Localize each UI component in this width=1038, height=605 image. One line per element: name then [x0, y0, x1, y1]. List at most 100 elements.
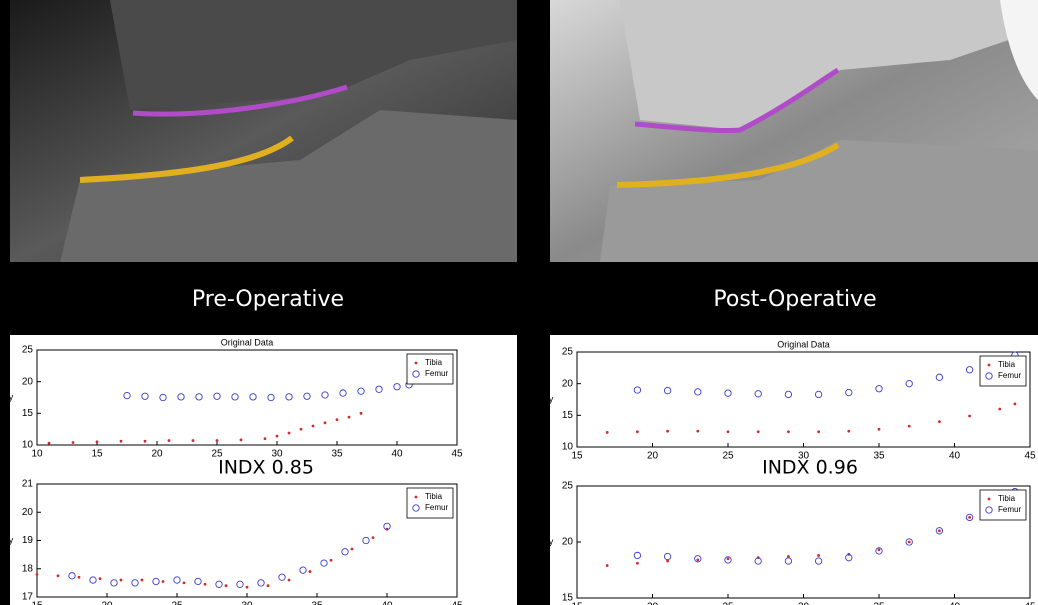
point: [1014, 403, 1017, 406]
x-tick-label: 30: [798, 451, 810, 462]
point: [144, 440, 147, 443]
y-tick-label: 20: [22, 507, 34, 518]
point: [267, 584, 270, 587]
y-tick-label: 15: [22, 408, 34, 419]
x-tick-label: 40: [391, 449, 403, 460]
x-tick-label: 45: [1024, 451, 1036, 462]
point: [120, 440, 123, 443]
caption: Post-Operative: [713, 287, 876, 312]
point: [288, 579, 291, 582]
point: [99, 577, 102, 580]
point: [225, 584, 228, 587]
point: [192, 439, 195, 442]
x-tick-label: 35: [873, 451, 885, 462]
point: [878, 548, 881, 551]
y-tick-label: 17: [22, 592, 34, 603]
point: [372, 536, 375, 539]
y-tick-label: 18: [22, 563, 34, 574]
xray-pre: [10, 0, 517, 262]
point: [336, 418, 339, 421]
x-tick-label: 25: [722, 602, 734, 605]
point: [636, 430, 639, 433]
x-tick-label: 30: [241, 601, 253, 605]
legend-marker: [415, 496, 418, 499]
x-tick-label: 40: [381, 601, 393, 605]
plot-area: [577, 486, 1030, 598]
x-tick-label: 40: [949, 451, 961, 462]
y-tick-label: 25: [22, 345, 34, 356]
point: [938, 529, 941, 532]
point: [817, 430, 820, 433]
index-label: INDX 0.96: [762, 457, 858, 479]
legend-label: Femur: [425, 503, 448, 512]
point: [120, 579, 123, 582]
point: [240, 439, 243, 442]
point: [300, 428, 303, 431]
point: [162, 580, 165, 583]
x-tick-label: 40: [949, 602, 961, 605]
plot-area: [37, 484, 457, 597]
y-tick-label: 19: [22, 535, 34, 546]
y-tick-label: 15: [562, 410, 574, 421]
y-axis-label: y: [9, 392, 14, 402]
point: [78, 576, 81, 579]
legend-label: Tibia: [998, 360, 1016, 369]
page: Pre-Operative Post-Operative INDX 0.85 I…: [0, 0, 1038, 605]
point: [998, 408, 1001, 411]
x-tick-label: 15: [571, 602, 583, 605]
point: [757, 430, 760, 433]
index-label: INDX 0.85: [218, 457, 314, 479]
x-tick-label: 45: [451, 601, 463, 605]
point: [183, 581, 186, 584]
legend-label: Femur: [425, 369, 448, 378]
x-tick-label: 45: [451, 449, 463, 460]
y-tick-label: 10: [22, 440, 34, 451]
point: [48, 442, 51, 445]
y-axis-label: y: [9, 535, 14, 545]
x-tick-label: 35: [331, 449, 343, 460]
point: [216, 439, 219, 442]
point: [324, 421, 327, 424]
y-tick-label: 15: [562, 593, 574, 604]
point: [72, 441, 75, 444]
x-tick-label: 45: [1024, 602, 1036, 605]
point: [696, 559, 699, 562]
point: [351, 548, 354, 551]
point: [312, 425, 315, 428]
plot-area: [577, 352, 1030, 447]
y-tick-label: 25: [562, 481, 574, 492]
y-tick-label: 20: [562, 378, 574, 389]
point: [787, 430, 790, 433]
y-axis-label: y: [549, 536, 554, 546]
point: [309, 570, 312, 573]
point: [666, 430, 669, 433]
x-tick-label: 25: [171, 601, 183, 605]
legend-label: Femur: [998, 505, 1021, 514]
point: [348, 416, 351, 419]
point: [141, 579, 144, 582]
y-tick-label: 21: [22, 479, 34, 490]
point: [908, 425, 911, 428]
point: [968, 415, 971, 418]
point: [264, 437, 267, 440]
point: [360, 412, 363, 415]
y-tick-label: 25: [562, 347, 574, 358]
plot-area: [37, 350, 457, 445]
point: [968, 516, 971, 519]
y-tick-label: 20: [562, 537, 574, 548]
y-tick-label: 10: [562, 442, 574, 453]
x-tick-label: 20: [101, 601, 113, 605]
legend-label: Tibia: [425, 492, 443, 501]
x-tick-label: 20: [151, 449, 163, 460]
legend-label: Tibia: [998, 494, 1016, 503]
point: [276, 435, 279, 438]
legend-label: Tibia: [425, 358, 443, 367]
point: [727, 557, 730, 560]
x-tick-label: 30: [798, 602, 810, 605]
x-tick-label: 25: [722, 451, 734, 462]
point: [817, 554, 820, 557]
y-axis-label: y: [549, 394, 554, 404]
point: [606, 564, 609, 567]
point: [57, 574, 60, 577]
legend-marker: [415, 362, 418, 365]
